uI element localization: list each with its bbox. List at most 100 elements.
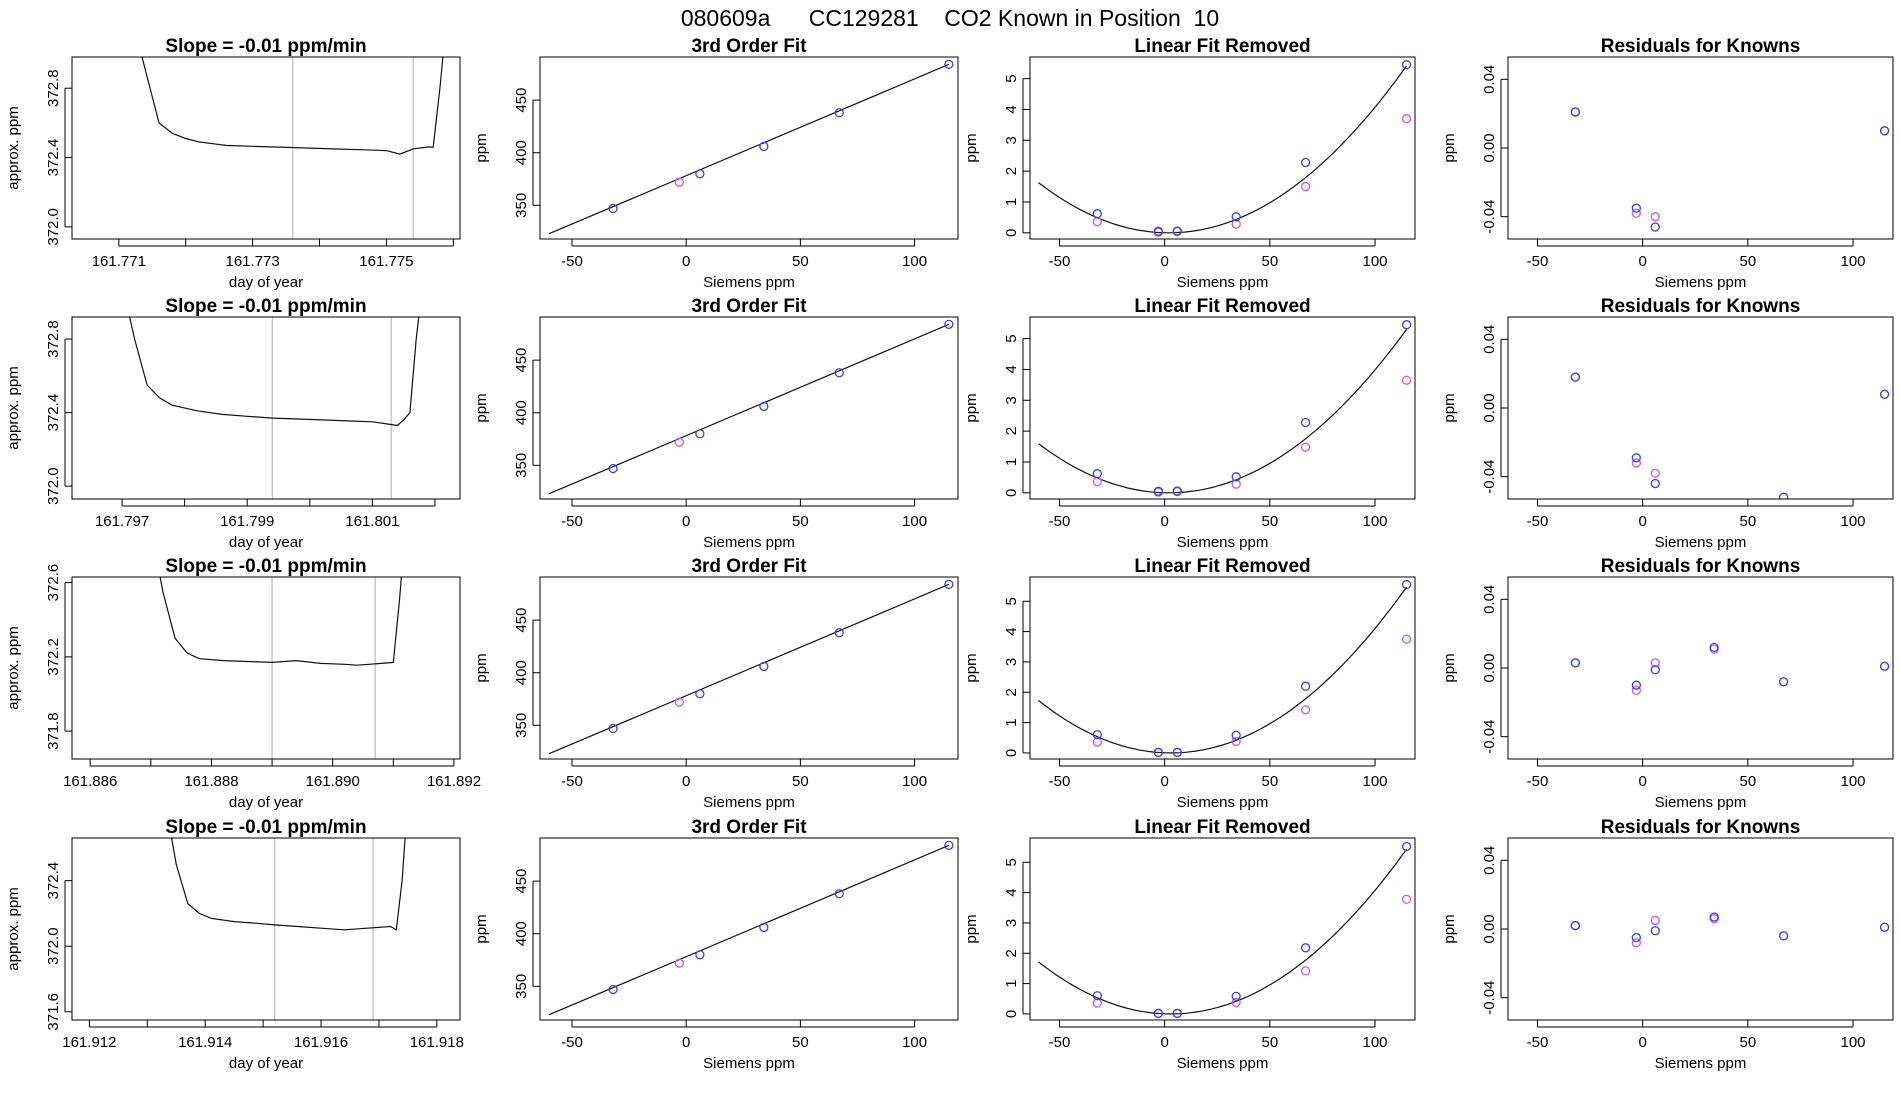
data-point-magenta <box>1092 477 1102 487</box>
chart-panel-r2-c2: 3rd Order Fit ppm Siemens ppm -50 0 50 100 350 4… <box>473 296 959 551</box>
chart-panel-r3-c4: Residuals for Knowns ppm Siemens ppm -50 0 50… <box>1441 556 1894 811</box>
data-point-blue <box>759 922 769 933</box>
y-tick-label: 350 <box>513 453 530 478</box>
data-point-blue <box>944 840 954 851</box>
series-line <box>141 57 444 155</box>
x-tick-label: 50 <box>1261 253 1278 270</box>
x-axis-label: Siemens ppm <box>703 274 795 291</box>
x-tick-label: -50 <box>1527 1034 1549 1051</box>
x-tick-label: -50 <box>561 773 583 790</box>
panel-title: Linear Fit Removed <box>1134 296 1310 317</box>
data-point-blue <box>1631 203 1641 213</box>
y-tick-label: 0.04 <box>1481 585 1498 614</box>
data-point-blue <box>1153 1008 1163 1018</box>
panel-title: Residuals for Knowns <box>1601 556 1801 577</box>
y-tick-label: 4 <box>1003 627 1020 635</box>
plot-area <box>1570 107 1890 232</box>
data-point-blue <box>608 203 618 214</box>
y-tick-label: 0 <box>1003 1010 1020 1018</box>
data-point-blue <box>1153 226 1163 236</box>
data-point-blue <box>1778 677 1789 687</box>
panel-title: Residuals for Knowns <box>1601 296 1801 317</box>
y-tick-label: 5 <box>1003 858 1020 866</box>
y-axis-label: ppm <box>963 914 980 943</box>
plot-frame <box>1507 837 1894 1021</box>
plot-frame <box>1507 56 1894 240</box>
data-point-blue <box>1401 841 1412 852</box>
data-point-blue <box>1231 472 1241 482</box>
x-tick-label: -50 <box>1527 253 1549 270</box>
x-tick-label: 100 <box>902 253 927 270</box>
data-point-blue <box>1231 212 1241 222</box>
x-tick-label: 161.912 <box>62 1034 116 1051</box>
data-point-magenta <box>674 437 684 447</box>
y-tick-label: 5 <box>1003 74 1020 82</box>
x-tick-label: 50 <box>1739 513 1756 530</box>
data-point-blue <box>1631 453 1641 463</box>
y-tick-label: 450 <box>513 88 530 113</box>
y-tick-label: 3 <box>1003 658 1020 666</box>
x-tick-label: 100 <box>1841 773 1866 790</box>
plot-frame <box>71 56 461 240</box>
chart-panel-r2-c1: Slope = -0.01 ppm/min approx. ppm day of y… <box>5 296 461 551</box>
x-tick-label: 0 <box>1160 253 1168 270</box>
data-point-blue <box>1231 730 1241 740</box>
x-tick-label: 50 <box>1739 773 1756 790</box>
x-axis-label: Siemens ppm <box>1655 794 1747 811</box>
data-point-blue <box>1092 991 1102 1001</box>
y-tick-label: 3 <box>1003 396 1020 404</box>
x-tick-label: 161.890 <box>306 773 360 790</box>
data-point-blue <box>834 108 844 118</box>
panel-title: Slope = -0.01 ppm/min <box>165 296 366 317</box>
plot-frame <box>539 837 959 1021</box>
data-point-magenta <box>1300 181 1311 192</box>
x-tick-label: 161.888 <box>184 773 238 790</box>
y-tick-label: 0.04 <box>1481 325 1498 354</box>
data-point-blue <box>1570 107 1580 117</box>
plot-area <box>141 57 444 239</box>
data-point-blue <box>1172 226 1182 236</box>
plot-frame <box>539 316 959 500</box>
data-point-blue <box>695 689 705 699</box>
data-point-magenta <box>1300 705 1311 715</box>
x-tick-label: 100 <box>1841 513 1866 530</box>
x-tick-label: -50 <box>1049 773 1071 790</box>
y-tick-label: 400 <box>513 921 530 946</box>
series-line <box>170 838 406 931</box>
data-point-blue <box>1631 932 1641 943</box>
x-tick-label: 100 <box>1363 1034 1388 1051</box>
x-axis-label: Siemens ppm <box>1177 1055 1269 1072</box>
x-tick-label: -50 <box>561 253 583 270</box>
x-axis-label: Siemens ppm <box>703 534 795 551</box>
y-tick-label: -0.04 <box>1481 460 1498 494</box>
data-point-blue <box>1879 922 1890 932</box>
x-axis-label: day of year <box>229 274 303 291</box>
y-axis-label: ppm <box>473 133 490 162</box>
x-tick-label: 161.914 <box>178 1034 232 1051</box>
y-tick-label: 0.00 <box>1481 914 1498 943</box>
y-tick-label: 372.6 <box>45 564 62 602</box>
x-tick-label: 0 <box>1160 1034 1168 1051</box>
plot-area <box>1570 642 1890 695</box>
y-tick-label: -0.04 <box>1481 981 1498 1015</box>
data-point-magenta <box>1092 998 1102 1008</box>
y-axis-label: ppm <box>1441 914 1458 943</box>
data-point-blue <box>1300 417 1311 428</box>
data-point-blue <box>695 950 705 960</box>
y-tick-label: 4 <box>1003 105 1020 113</box>
y-tick-label: -0.04 <box>1481 200 1498 234</box>
y-axis-label: approx. ppm <box>5 626 22 709</box>
data-point-blue <box>759 401 769 412</box>
y-tick-label: 1 <box>1003 718 1020 726</box>
series-line <box>128 317 420 427</box>
data-point-blue <box>1570 658 1580 668</box>
plot-area <box>548 840 954 1016</box>
data-point-blue <box>1092 469 1102 479</box>
plot-frame <box>71 576 461 760</box>
data-point-blue <box>608 984 618 995</box>
data-point-magenta <box>1650 212 1660 222</box>
x-tick-label: 50 <box>792 773 809 790</box>
data-point-blue <box>1172 486 1182 496</box>
